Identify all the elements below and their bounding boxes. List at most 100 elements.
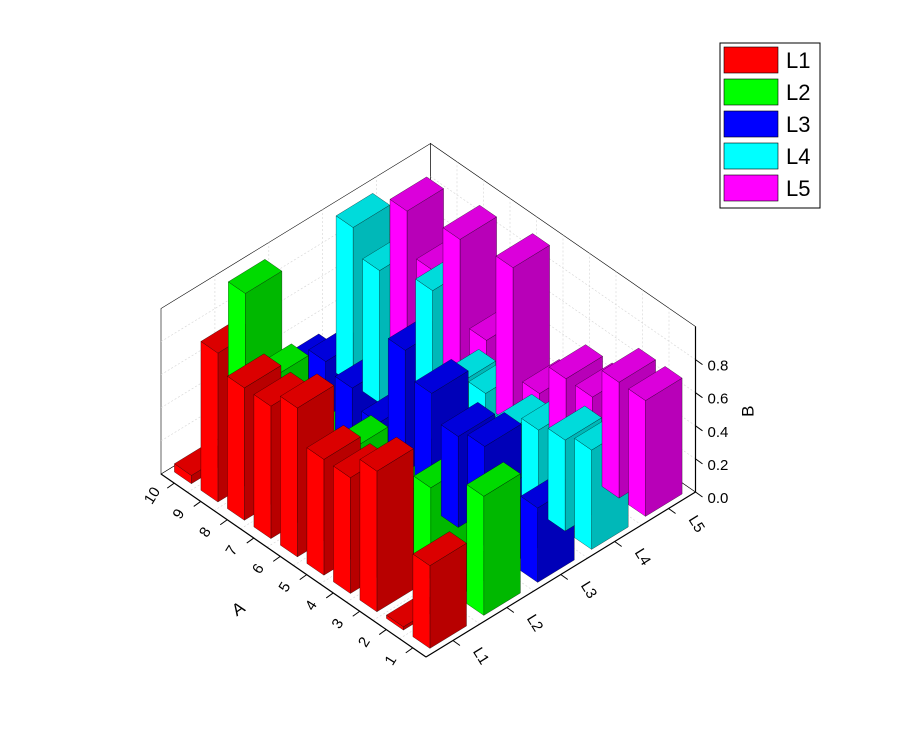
legend-label-l5: L5: [786, 176, 810, 201]
z-tick-label: 0.2: [708, 457, 729, 474]
bar-face-right: [483, 473, 521, 616]
bar-face-top: [412, 531, 467, 566]
x-tick: [299, 574, 308, 581]
z-tick: [695, 359, 703, 366]
bar-face-left: [601, 370, 620, 499]
y-tick-label: L2: [523, 612, 546, 635]
legend-entry-l1: L1: [723, 46, 810, 74]
bar-face-left: [547, 428, 566, 532]
z-tick: [695, 491, 703, 498]
z-tick: [695, 458, 703, 465]
z-axis-title: B: [739, 406, 758, 417]
x-tick-label: 2: [355, 634, 374, 650]
x-tick: [193, 501, 202, 507]
bar-face-top: [440, 402, 496, 437]
x-tick: [378, 629, 387, 635]
bar-face-top: [389, 176, 444, 212]
bar-face-right: [645, 377, 683, 517]
y-tick-label: L3: [577, 579, 600, 602]
y-tick-label: L4: [631, 546, 654, 569]
legend-label-l2: L2: [786, 80, 810, 105]
bar-face-top: [442, 205, 497, 240]
bar-a1-l5: [628, 366, 683, 517]
grid-line-z-right: [430, 176, 696, 360]
y-tick: [614, 541, 622, 547]
legend-swatch-l5: [723, 174, 779, 202]
bar-face-left: [466, 484, 484, 616]
bar-face-left: [200, 341, 219, 503]
bar-face-left: [253, 394, 272, 539]
legend-label-l4: L4: [786, 144, 810, 169]
legend-swatch-l4: [723, 142, 779, 170]
bar-a1-l2: [466, 461, 521, 616]
x-tick-label: 9: [170, 506, 189, 522]
y-tick: [668, 508, 676, 514]
bar-face-left: [574, 438, 592, 550]
bar-face-left: [227, 375, 245, 521]
bar-face-left: [495, 255, 514, 426]
z-tick: [695, 425, 703, 432]
x-tick-label: 1: [382, 652, 401, 668]
y-tick: [506, 607, 515, 613]
x-tick-label: 10: [141, 484, 164, 507]
x-axis-title: A: [228, 598, 249, 620]
z-tick-label: 0.0: [708, 490, 729, 507]
bar-face-left: [441, 424, 459, 528]
x-tick: [325, 592, 334, 599]
bar-face-top: [547, 405, 602, 441]
legend-swatch-l2: [723, 78, 779, 106]
bar-face-left: [362, 258, 380, 404]
legend-entry-l3: L3: [723, 110, 810, 138]
y-tick-label: L1: [469, 645, 492, 668]
y-tick: [560, 574, 569, 580]
x-tick-label: 6: [249, 561, 268, 577]
x-tick-label: 3: [329, 616, 348, 632]
bar-face-left: [359, 459, 378, 613]
bar-a3-l1: [359, 436, 414, 613]
bar-face-left: [335, 215, 354, 385]
bar-face-top: [601, 347, 656, 383]
legend-swatch-l1: [723, 46, 779, 74]
bar-face-right: [376, 448, 414, 613]
bar-face-top: [335, 193, 390, 228]
bar-face-top: [228, 259, 283, 294]
x-tick: [352, 610, 361, 617]
bar-face-left: [412, 553, 431, 649]
y-tick-label: L5: [685, 513, 708, 536]
bar-face-top: [467, 412, 522, 447]
bar-face-top: [628, 366, 683, 401]
bar-face-top: [280, 373, 335, 409]
bar-face-top: [495, 233, 550, 268]
bar-face-left: [520, 495, 538, 583]
z-tick-label: 0.6: [708, 391, 729, 408]
bar-face-left: [280, 396, 298, 558]
x-tick: [246, 537, 255, 544]
y-tick: [452, 640, 461, 646]
bar-a8-l5: [442, 205, 497, 389]
x-tick-label: 5: [276, 579, 295, 595]
legend: L1 L2 L3 L4 L5: [719, 42, 821, 209]
legend-entry-l5: L5: [723, 174, 810, 202]
legend-entry-l4: L4: [723, 142, 810, 170]
bar-face-left: [306, 447, 325, 576]
x-tick: [219, 519, 228, 526]
x-axis-line: [160, 473, 427, 658]
x-tick-label: 7: [223, 543, 242, 559]
bar-face-left: [333, 465, 351, 594]
bar-face-top: [227, 353, 282, 389]
z-tick-label: 0.4: [708, 424, 729, 441]
bar-face-top: [548, 344, 603, 379]
legend-label-l3: L3: [786, 112, 810, 137]
chart-bars: [174, 176, 683, 649]
z-tick: [695, 392, 703, 399]
bar-a1-l1: [412, 531, 467, 649]
x-tick: [166, 482, 175, 489]
legend-entry-l2: L2: [723, 78, 810, 106]
grid-line-z-left: [160, 176, 431, 342]
legend-label-l1: L1: [786, 48, 810, 73]
bar-face-left: [628, 388, 646, 517]
x-tick: [272, 555, 281, 562]
legend-swatch-l3: [723, 110, 779, 138]
bar-face-top: [306, 425, 361, 460]
